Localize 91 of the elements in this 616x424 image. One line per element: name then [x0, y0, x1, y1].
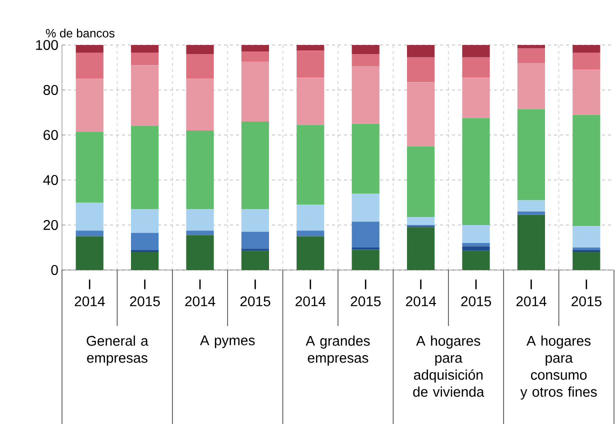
x-tick-label: I 2015	[350, 280, 381, 306]
bar	[131, 232, 159, 250]
bar	[241, 250, 269, 270]
bar	[517, 214, 546, 270]
x-tick-label: I 2015	[130, 280, 160, 306]
bar	[517, 212, 546, 215]
bar	[76, 78, 104, 132]
bar	[407, 146, 435, 218]
bar	[407, 217, 435, 226]
bar	[572, 70, 600, 115]
y-tick-label: 0	[51, 265, 58, 275]
bar	[241, 232, 269, 249]
bar	[462, 243, 490, 246]
x-tick-label: I 2014	[406, 280, 436, 306]
bar	[517, 200, 546, 212]
text: A pymes	[200, 336, 255, 348]
bar	[241, 45, 269, 52]
bar	[352, 124, 380, 194]
bar	[462, 78, 490, 118]
bar	[76, 52, 104, 79]
x-tick-label: I 2015	[240, 280, 270, 306]
bar	[352, 54, 380, 66]
bar	[131, 252, 159, 270]
y-tick-label: 60	[44, 130, 58, 140]
bar	[296, 236, 324, 270]
bar	[76, 202, 104, 231]
y-tick-label: 80	[44, 85, 58, 95]
bar	[241, 122, 269, 210]
bar	[186, 235, 214, 270]
y-tick-label: 100	[36, 40, 58, 50]
bar	[517, 48, 546, 64]
bar	[572, 252, 600, 270]
bar	[76, 45, 104, 53]
bar	[462, 118, 490, 226]
x-tick-label: I 2014	[516, 280, 546, 306]
bar	[572, 45, 600, 53]
text: A hogares para adquisición de vivienda	[413, 336, 484, 397]
bar	[76, 230, 104, 236]
bar	[407, 82, 435, 146]
bar	[131, 126, 159, 210]
bar	[407, 57, 435, 82]
bar	[296, 78, 324, 125]
bar	[352, 194, 380, 222]
bar	[76, 236, 104, 270]
x-tick-label: I 2014	[74, 280, 105, 306]
bar	[131, 65, 159, 126]
text: General a empresas	[86, 336, 148, 366]
bar	[407, 45, 435, 58]
bar	[186, 78, 214, 130]
bar	[517, 109, 546, 200]
bar	[352, 250, 380, 270]
y-tick-label: 20	[44, 220, 58, 230]
bar	[352, 222, 380, 248]
bar	[186, 209, 214, 231]
y-axis-title: % de bancos	[46, 28, 114, 38]
bar	[241, 209, 269, 232]
bar	[352, 66, 380, 124]
x-tick-label: I 2015	[461, 280, 492, 306]
bar	[296, 204, 324, 231]
text: A hogares para consumo y otros fines	[520, 336, 597, 400]
x-tick-label: I 2015	[572, 280, 602, 306]
bar	[186, 54, 214, 79]
text: A grandes empresas	[306, 336, 370, 366]
bar	[462, 57, 490, 78]
x-tick-label: I 2014	[296, 280, 326, 306]
bar	[352, 45, 380, 54]
bar	[462, 45, 490, 58]
bar	[517, 45, 546, 48]
bar	[76, 132, 104, 203]
bar	[241, 52, 269, 62]
bar	[131, 52, 159, 66]
x-tick-label: I 2014	[185, 280, 216, 306]
bar	[131, 45, 159, 53]
bar	[296, 45, 324, 51]
bar	[572, 226, 600, 248]
bar	[296, 50, 324, 78]
bar	[131, 209, 159, 233]
bar	[517, 63, 546, 110]
bar	[572, 52, 600, 70]
bar	[296, 124, 324, 205]
bar	[186, 230, 214, 236]
bar	[462, 225, 490, 244]
bar	[186, 130, 214, 210]
bar	[462, 246, 490, 251]
bar	[462, 250, 490, 270]
bar	[241, 62, 269, 122]
y-tick-label: 40	[43, 175, 58, 185]
bar	[186, 45, 214, 54]
bar	[572, 114, 600, 226]
bar	[407, 227, 435, 270]
bar	[296, 230, 324, 236]
